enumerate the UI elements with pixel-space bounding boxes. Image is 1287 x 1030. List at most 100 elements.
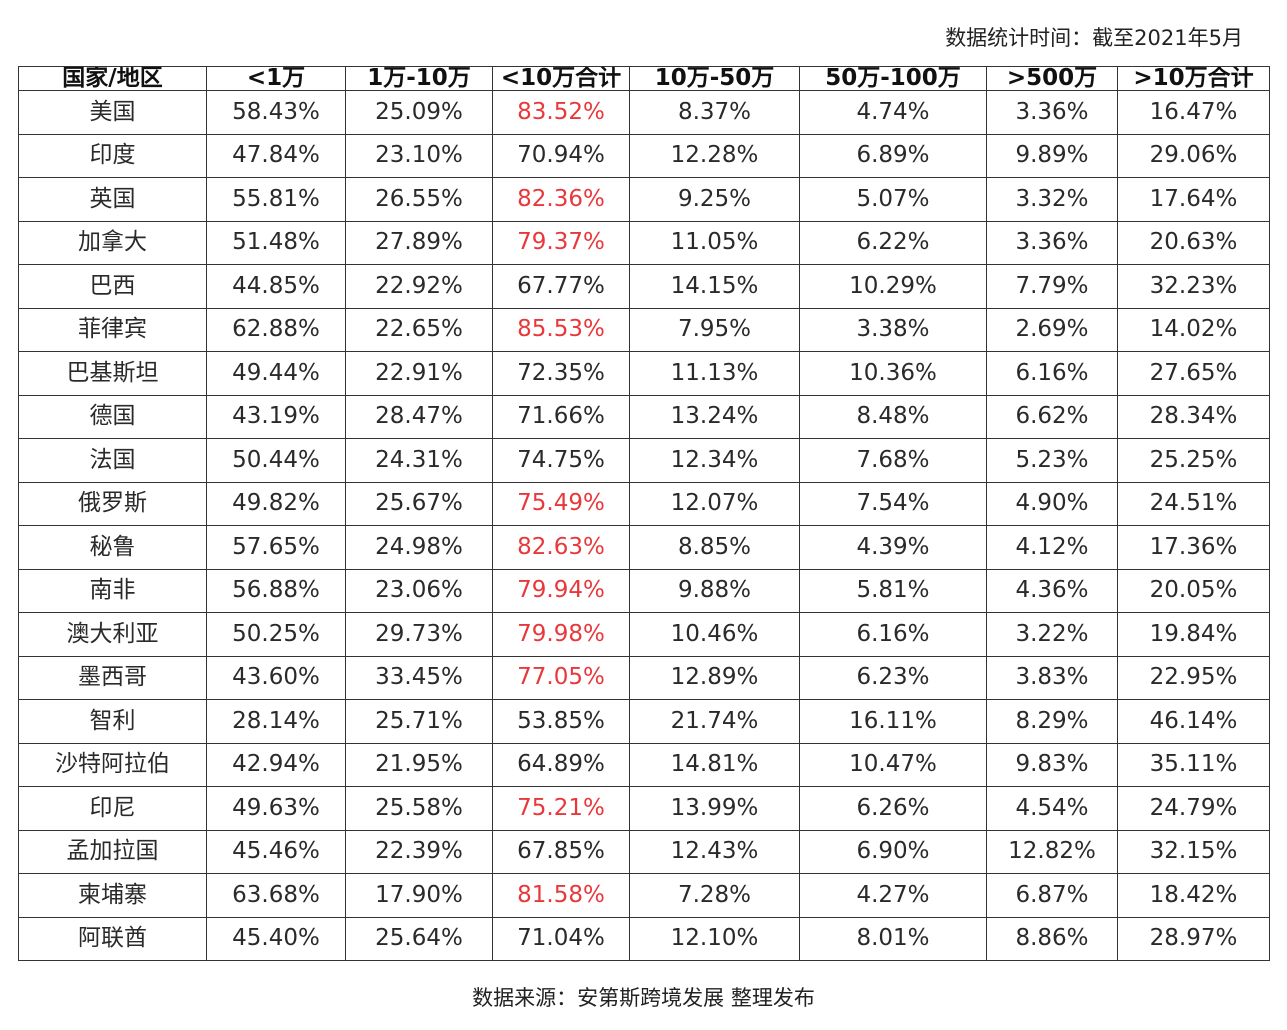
value-cell: 8.86% — [986, 916, 1118, 961]
value-cell: 43.60% — [206, 655, 346, 700]
value-cell: 25.09% — [345, 90, 493, 135]
value-cell: 16.11% — [799, 699, 987, 744]
value-cell: 8.37% — [629, 90, 800, 135]
stat-time-label: 数据统计时间：截至2021年5月 — [945, 26, 1243, 50]
value-cell: 7.28% — [629, 873, 800, 918]
value-cell: 82.63% — [492, 525, 630, 570]
value-cell: 25.58% — [345, 786, 493, 831]
value-cell: 4.36% — [986, 568, 1118, 613]
country-cell: 孟加拉国 — [18, 829, 207, 874]
value-cell: 32.23% — [1117, 264, 1270, 309]
column-header: 国家/地区 — [18, 66, 207, 91]
table-row: 墨西哥 43.60% 33.45% 77.05% 12.89% 6.23% 3.83% 22.… — [18, 655, 1270, 700]
value-cell: 25.67% — [345, 481, 493, 526]
value-cell: 8.29% — [986, 699, 1118, 744]
country-cell: 俄罗斯 — [18, 481, 207, 526]
value-cell: 6.23% — [799, 655, 987, 700]
table-row: 德国 43.19% 28.47% 71.66% 13.24% 8.48% 6.62% 28.3… — [18, 394, 1270, 439]
value-cell: 17.36% — [1117, 525, 1270, 570]
value-cell: 47.84% — [206, 133, 346, 178]
value-cell: 23.06% — [345, 568, 493, 613]
value-cell: 22.95% — [1117, 655, 1270, 700]
value-cell: 27.65% — [1117, 351, 1270, 396]
value-cell: 13.99% — [629, 786, 800, 831]
value-cell: 22.92% — [345, 264, 493, 309]
value-cell: 10.29% — [799, 264, 987, 309]
column-header: <10万合计 — [492, 66, 630, 91]
value-cell: 6.62% — [986, 394, 1118, 439]
value-cell: 3.83% — [986, 655, 1118, 700]
value-cell: 67.77% — [492, 264, 630, 309]
value-cell: 72.35% — [492, 351, 630, 396]
value-cell: 9.83% — [986, 742, 1118, 787]
value-cell: 19.84% — [1117, 612, 1270, 657]
value-cell: 10.36% — [799, 351, 987, 396]
table-row: 南非 56.88% 23.06% 79.94% 9.88% 5.81% 4.36% 20.05… — [18, 568, 1270, 613]
value-cell: 28.47% — [345, 394, 493, 439]
value-cell: 22.91% — [345, 351, 493, 396]
value-cell: 8.85% — [629, 525, 800, 570]
table-row: 菲律宾 62.88% 22.65% 85.53% 7.95% 3.38% 2.69% 14.0… — [18, 307, 1270, 352]
value-cell: 6.90% — [799, 829, 987, 874]
value-cell: 8.01% — [799, 916, 987, 961]
value-cell: 12.10% — [629, 916, 800, 961]
value-cell: 33.45% — [345, 655, 493, 700]
value-cell: 6.89% — [799, 133, 987, 178]
value-cell: 11.05% — [629, 220, 800, 265]
value-cell: 49.82% — [206, 481, 346, 526]
value-cell: 4.54% — [986, 786, 1118, 831]
value-cell: 43.19% — [206, 394, 346, 439]
country-cell: 法国 — [18, 438, 207, 483]
table-row: 阿联酋 45.40% 25.64% 71.04% 12.10% 8.01% 8.86% 28.… — [18, 916, 1270, 961]
value-cell: 83.52% — [492, 90, 630, 135]
country-cell: 美国 — [18, 90, 207, 135]
column-header: >500万 — [986, 66, 1118, 91]
value-cell: 24.31% — [345, 438, 493, 483]
table-row: 巴基斯坦 49.44% 22.91% 72.35% 11.13% 10.36% 6.16% 2… — [18, 351, 1270, 396]
value-cell: 12.89% — [629, 655, 800, 700]
value-cell: 6.16% — [986, 351, 1118, 396]
value-cell: 13.24% — [629, 394, 800, 439]
table-row: 巴西 44.85% 22.92% 67.77% 14.15% 10.29% 7.79% 32.… — [18, 264, 1270, 309]
country-cell: 沙特阿拉伯 — [18, 742, 207, 787]
value-cell: 49.44% — [206, 351, 346, 396]
value-cell: 3.36% — [986, 220, 1118, 265]
source-label: 数据来源：安第斯跨境发展 整理发布 — [472, 986, 815, 1010]
value-cell: 56.88% — [206, 568, 346, 613]
value-cell: 9.89% — [986, 133, 1118, 178]
value-cell: 28.14% — [206, 699, 346, 744]
table-row: 印尼 49.63% 25.58% 75.21% 13.99% 6.26% 4.54% 24.7… — [18, 786, 1270, 831]
column-header: 10万-50万 — [629, 66, 800, 91]
value-cell: 5.23% — [986, 438, 1118, 483]
value-cell: 24.79% — [1117, 786, 1270, 831]
value-cell: 10.47% — [799, 742, 987, 787]
country-cell: 秘鲁 — [18, 525, 207, 570]
value-cell: 7.68% — [799, 438, 987, 483]
value-cell: 45.40% — [206, 916, 346, 961]
value-cell: 51.48% — [206, 220, 346, 265]
value-cell: 35.11% — [1117, 742, 1270, 787]
value-cell: 6.16% — [799, 612, 987, 657]
value-cell: 63.68% — [206, 873, 346, 918]
value-cell: 25.71% — [345, 699, 493, 744]
table-row: 智利 28.14% 25.71% 53.85% 21.74% 16.11% 8.29% 46.… — [18, 699, 1270, 744]
value-cell: 32.15% — [1117, 829, 1270, 874]
value-cell: 12.82% — [986, 829, 1118, 874]
value-cell: 81.58% — [492, 873, 630, 918]
value-cell: 7.54% — [799, 481, 987, 526]
value-cell: 85.53% — [492, 307, 630, 352]
value-cell: 4.12% — [986, 525, 1118, 570]
country-cell: 菲律宾 — [18, 307, 207, 352]
country-cell: 印尼 — [18, 786, 207, 831]
country-cell: 英国 — [18, 177, 207, 222]
value-cell: 5.07% — [799, 177, 987, 222]
value-cell: 45.46% — [206, 829, 346, 874]
table-row: 印度 47.84% 23.10% 70.94% 12.28% 6.89% 9.89% 29.0… — [18, 133, 1270, 178]
value-cell: 50.44% — [206, 438, 346, 483]
table-row: 秘鲁 57.65% 24.98% 82.63% 8.85% 4.39% 4.12% 17.36… — [18, 525, 1270, 570]
value-cell: 2.69% — [986, 307, 1118, 352]
value-cell: 7.95% — [629, 307, 800, 352]
value-cell: 23.10% — [345, 133, 493, 178]
table-row: 柬埔寨 63.68% 17.90% 81.58% 7.28% 4.27% 6.87% 18.4… — [18, 873, 1270, 918]
value-cell: 71.66% — [492, 394, 630, 439]
